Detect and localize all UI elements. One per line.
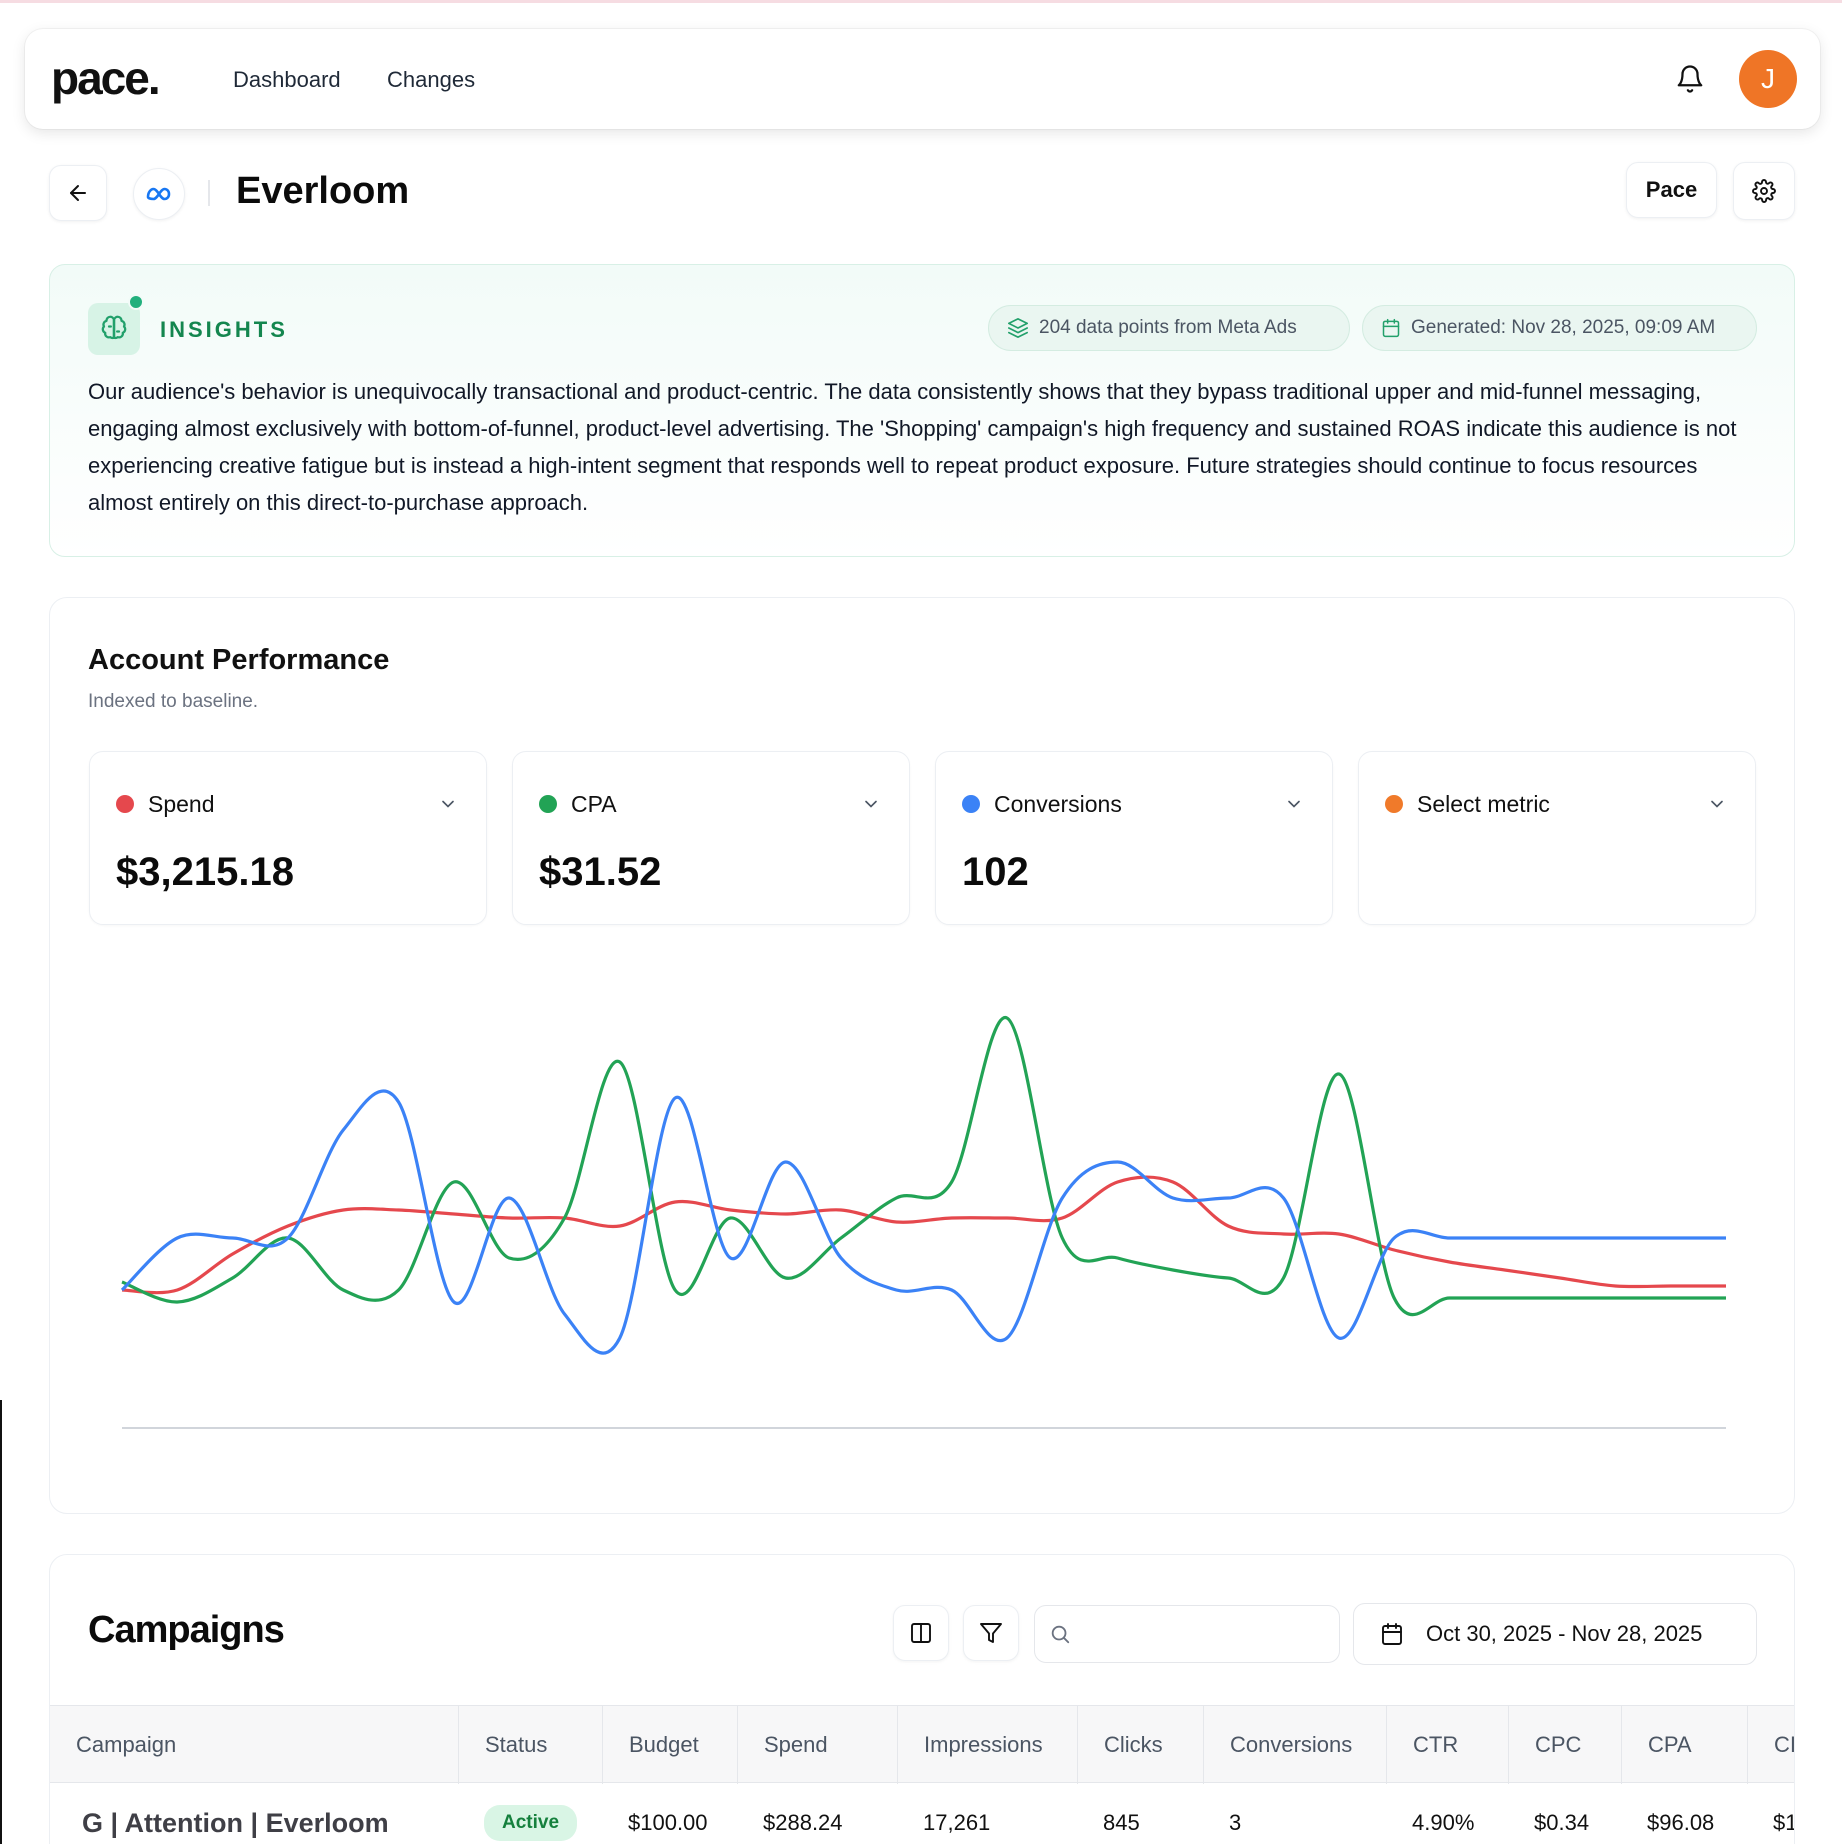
metric-select-label: Select metric (1417, 791, 1550, 817)
col-spend[interactable]: Spend (737, 1706, 897, 1784)
col-status[interactable]: Status (458, 1706, 602, 1784)
ctr-cell: 4.90% (1412, 1810, 1475, 1835)
generated-text: Generated: Nov 28, 2025, 09:09 AM (1411, 317, 1716, 338)
metric-value: 102 (962, 850, 1029, 894)
columns-icon (911, 1623, 931, 1643)
back-button[interactable] (49, 165, 107, 221)
col-clicks[interactable]: Clicks (1077, 1706, 1203, 1784)
table-header: Campaign Status Budget Spend Impressions… (50, 1705, 1794, 1784)
insights-label: INSIGHTS (160, 317, 288, 342)
campaign-search[interactable] (1034, 1605, 1340, 1663)
status-badge: Active (484, 1805, 578, 1841)
performance-line-chart (120, 1016, 1726, 1429)
top-accent-line (0, 0, 1842, 3)
nav-changes[interactable]: Changes (387, 67, 476, 92)
metric-card-cpa[interactable]: CPA $31.52 (512, 751, 910, 925)
gear-icon (1752, 179, 1776, 203)
columns-toggle-button[interactable] (893, 1605, 949, 1661)
settings-button[interactable] (1733, 162, 1795, 220)
col-extra[interactable]: CI (1747, 1706, 1794, 1784)
cpc-cell: $0.34 (1534, 1810, 1590, 1835)
col-ctr[interactable]: CTR (1386, 1706, 1508, 1784)
budget-cell: $100.00 (628, 1810, 708, 1835)
clicks-cell: 845 (1103, 1810, 1140, 1835)
search-input[interactable] (1081, 1622, 1321, 1646)
impressions-cell: 17,261 (923, 1810, 991, 1835)
table-row[interactable]: G | Attention | Everloom Active $100.00 … (50, 1783, 1794, 1844)
col-conversions[interactable]: Conversions (1203, 1706, 1386, 1784)
cpa-color-dot (539, 795, 557, 813)
series-line-0 (121, 1175, 1726, 1295)
arrow-left-icon (70, 185, 86, 201)
user-avatar[interactable]: J (1739, 50, 1797, 108)
insights-summary: Our audience's behavior is unequivocally… (88, 379, 1737, 515)
pace-button[interactable]: Pace (1626, 162, 1717, 218)
meta-logo-icon (146, 187, 171, 201)
series-line-2 (120, 1089, 1726, 1355)
conversions-cell: 3 (1229, 1810, 1242, 1835)
metric-value: $31.52 (539, 850, 662, 894)
chevron-down-icon[interactable] (861, 794, 881, 814)
metric-card-spend[interactable]: Spend $3,215.18 (89, 751, 487, 925)
layers-icon (1008, 318, 1028, 338)
generated-pill: Generated: Nov 28, 2025, 09:09 AM (1362, 305, 1757, 351)
pace-logo[interactable]: pace. (51, 52, 161, 104)
col-cpc[interactable]: CPC (1508, 1706, 1621, 1784)
metric-name: CPA (571, 791, 617, 817)
status-dot (128, 294, 144, 310)
nav-dashboard[interactable]: Dashboard (233, 67, 341, 92)
data-points-text: 204 data points from Meta Ads (1039, 317, 1297, 338)
conversions-color-dot (962, 795, 980, 813)
calendar-icon (1382, 318, 1400, 338)
campaigns-title: Campaigns (88, 1609, 285, 1651)
status-cell: Active (458, 1783, 578, 1844)
date-range-picker[interactable]: Oct 30, 2025 - Nov 28, 2025 (1353, 1603, 1757, 1665)
meta-platform-button[interactable] (133, 168, 185, 220)
date-range-text: Oct 30, 2025 - Nov 28, 2025 (1426, 1621, 1703, 1646)
brain-icon (88, 303, 140, 355)
account-performance-card: Account Performance Indexed to baseline.… (49, 597, 1795, 1514)
spend-cell: $288.24 (763, 1810, 843, 1835)
col-cpa[interactable]: CPA (1621, 1706, 1747, 1784)
series-line-1 (121, 1016, 1726, 1317)
top-header: pace. Dashboard Changes J (25, 29, 1820, 129)
chevron-down-icon[interactable] (438, 794, 458, 814)
select-color-dot (1385, 795, 1403, 813)
metric-name: Conversions (994, 791, 1122, 817)
performance-subtitle: Indexed to baseline. (88, 691, 259, 712)
cpa-cell: $96.08 (1647, 1810, 1715, 1835)
chevron-down-icon[interactable] (1284, 794, 1304, 814)
metric-card-select[interactable]: Select metric (1358, 751, 1756, 925)
metric-card-conversions[interactable]: Conversions 102 (935, 751, 1333, 925)
window-edge (0, 1400, 2, 1844)
campaign-name[interactable]: G | Attention | Everloom (82, 1807, 389, 1838)
data-points-pill: 204 data points from Meta Ads (988, 305, 1350, 351)
extra-cell: $1 (1773, 1810, 1794, 1835)
metric-value: $3,215.18 (116, 850, 294, 894)
campaigns-card: Campaigns Oct 30, 2025 - Nov 28, 2025 Ca… (49, 1554, 1795, 1844)
spend-color-dot (116, 795, 134, 813)
header-divider (208, 180, 210, 206)
insights-panel: INSIGHTS 204 data points from Meta Ads G… (49, 264, 1795, 557)
page-title: Everloom (236, 170, 410, 212)
col-budget[interactable]: Budget (602, 1706, 737, 1784)
calendar-icon (1382, 1623, 1402, 1645)
col-impressions[interactable]: Impressions (897, 1706, 1077, 1784)
filter-button[interactable] (963, 1605, 1019, 1661)
chevron-down-icon[interactable] (1707, 794, 1727, 814)
metric-name: Spend (148, 791, 215, 817)
performance-title: Account Performance (88, 644, 390, 676)
search-icon (1051, 1625, 1070, 1644)
col-campaign[interactable]: Campaign (76, 1732, 177, 1757)
bell-icon[interactable] (1675, 64, 1705, 94)
filter-icon (980, 1623, 1002, 1643)
